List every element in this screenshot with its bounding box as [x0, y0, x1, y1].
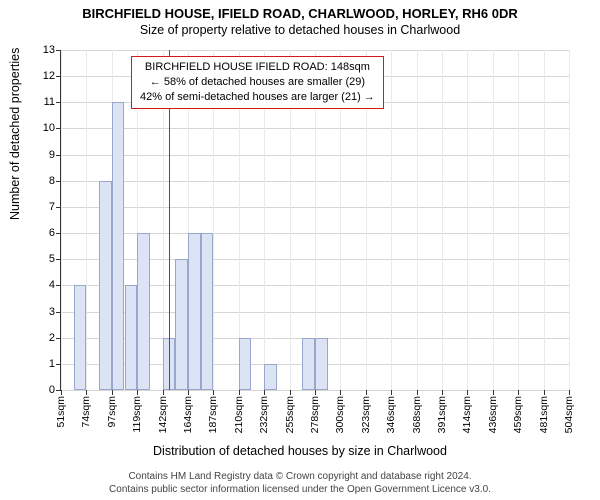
xtick-mark — [137, 390, 138, 395]
xtick-label: 255sqm — [284, 396, 296, 433]
xtick-label: 119sqm — [131, 396, 143, 433]
ytick-label: 5 — [49, 253, 55, 265]
ytick-label: 0 — [49, 384, 55, 396]
gridline-v — [417, 50, 418, 390]
xtick-label: 323sqm — [360, 396, 372, 433]
y-axis-label: Number of detached properties — [8, 48, 22, 220]
histogram-bar — [315, 338, 328, 390]
chart-subtitle: Size of property relative to detached ho… — [0, 21, 600, 37]
xtick-label: 278sqm — [309, 396, 321, 433]
gridline-v — [61, 50, 62, 390]
gridline-v — [86, 50, 87, 390]
xtick-mark — [340, 390, 341, 395]
xtick-label: 164sqm — [182, 396, 194, 433]
gridline-v — [391, 50, 392, 390]
ytick-label: 7 — [49, 201, 55, 213]
gridline-v — [442, 50, 443, 390]
xtick-label: 391sqm — [436, 396, 448, 433]
histogram-bar — [74, 285, 87, 390]
chart-container: BIRCHFIELD HOUSE, IFIELD ROAD, CHARLWOOD… — [0, 0, 600, 500]
xtick-label: 436sqm — [487, 396, 499, 433]
gridline-v — [569, 50, 570, 390]
xtick-mark — [467, 390, 468, 395]
xtick-mark — [391, 390, 392, 395]
x-axis-label: Distribution of detached houses by size … — [0, 444, 600, 458]
xtick-label: 346sqm — [385, 396, 397, 433]
ytick-label: 12 — [43, 70, 55, 82]
ytick-label: 3 — [49, 306, 55, 318]
xtick-mark — [112, 390, 113, 395]
xtick-mark — [188, 390, 189, 395]
histogram-bar — [125, 285, 138, 390]
histogram-bar — [188, 233, 201, 390]
info-line: ← 58% of detached houses are smaller (29… — [140, 75, 375, 90]
xtick-label: 504sqm — [563, 396, 575, 433]
histogram-bar — [175, 259, 188, 390]
xtick-label: 414sqm — [461, 396, 473, 433]
ytick-label: 13 — [43, 44, 55, 56]
info-line: 42% of semi-detached houses are larger (… — [140, 90, 375, 105]
xtick-label: 481sqm — [538, 396, 550, 433]
info-line: BIRCHFIELD HOUSE IFIELD ROAD: 148sqm — [140, 60, 375, 75]
xtick-mark — [417, 390, 418, 395]
ytick-label: 2 — [49, 332, 55, 344]
xtick-mark — [290, 390, 291, 395]
xtick-label: 74sqm — [80, 396, 92, 428]
xtick-mark — [264, 390, 265, 395]
plot-area: 01234567891011121351sqm74sqm97sqm119sqm1… — [60, 50, 569, 391]
xtick-mark — [569, 390, 570, 395]
attribution-footer: Contains HM Land Registry data © Crown c… — [0, 471, 600, 496]
histogram-bar — [137, 233, 150, 390]
histogram-bar — [239, 338, 252, 390]
marker-info-box: BIRCHFIELD HOUSE IFIELD ROAD: 148sqm ← 5… — [131, 56, 384, 109]
footer-line: Contains HM Land Registry data © Crown c… — [0, 471, 600, 484]
xtick-mark — [86, 390, 87, 395]
xtick-label: 232sqm — [258, 396, 270, 433]
xtick-mark — [61, 390, 62, 395]
ytick-label: 4 — [49, 279, 55, 291]
xtick-label: 368sqm — [411, 396, 423, 433]
xtick-mark — [493, 390, 494, 395]
xtick-mark — [518, 390, 519, 395]
xtick-mark — [315, 390, 316, 395]
xtick-mark — [163, 390, 164, 395]
gridline-v — [518, 50, 519, 390]
gridline-v — [493, 50, 494, 390]
xtick-label: 142sqm — [157, 396, 169, 433]
histogram-bar — [99, 181, 112, 390]
ytick-label: 9 — [49, 149, 55, 161]
xtick-label: 97sqm — [106, 396, 118, 428]
ytick-label: 1 — [49, 358, 55, 370]
xtick-label: 300sqm — [334, 396, 346, 433]
ytick-label: 11 — [44, 96, 55, 108]
xtick-mark — [442, 390, 443, 395]
xtick-mark — [239, 390, 240, 395]
xtick-mark — [213, 390, 214, 395]
xtick-mark — [366, 390, 367, 395]
footer-line: Contains public sector information licen… — [0, 484, 600, 497]
xtick-mark — [544, 390, 545, 395]
gridline-v — [544, 50, 545, 390]
ytick-label: 8 — [49, 175, 55, 187]
xtick-label: 51sqm — [55, 396, 67, 428]
ytick-label: 6 — [49, 227, 55, 239]
xtick-label: 187sqm — [207, 396, 219, 433]
histogram-bar — [201, 233, 214, 390]
xtick-label: 459sqm — [512, 396, 524, 433]
chart-title: BIRCHFIELD HOUSE, IFIELD ROAD, CHARLWOOD… — [0, 0, 600, 21]
histogram-bar — [112, 102, 125, 390]
gridline-v — [467, 50, 468, 390]
histogram-bar — [302, 338, 315, 390]
histogram-bar — [264, 364, 277, 390]
xtick-label: 210sqm — [233, 396, 245, 433]
ytick-label: 10 — [43, 122, 55, 134]
